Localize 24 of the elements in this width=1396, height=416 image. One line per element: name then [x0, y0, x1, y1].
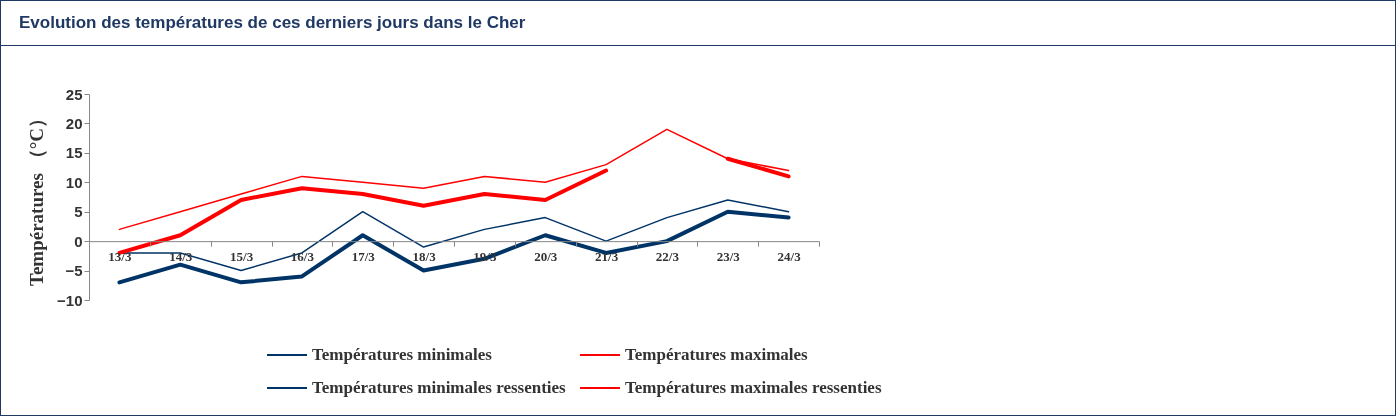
x-tick-label: 23/3 — [716, 248, 741, 264]
y-tick-label: −5 — [65, 262, 83, 280]
y-tick-label: 5 — [74, 203, 83, 221]
legend-label: Températures minimales — [312, 345, 493, 364]
y-tick-label: 0 — [74, 232, 83, 250]
y-tick-label: 20 — [65, 114, 83, 132]
y-axis-title: Températures （°C） — [26, 108, 48, 287]
x-tick-label: 19/3 — [473, 248, 497, 264]
y-tick-label: −10 — [57, 291, 83, 309]
legend-label: Températures minimales ressenties — [312, 378, 567, 397]
x-tick-label: 21/3 — [595, 248, 619, 264]
x-tick-label: 16/3 — [290, 248, 315, 264]
y-tick-label: 15 — [65, 144, 83, 162]
y-tick-label: 10 — [65, 173, 83, 191]
x-tick-label: 18/3 — [412, 248, 437, 264]
x-tick-label: 20/3 — [534, 248, 558, 264]
legend-label: Températures maximales — [625, 345, 809, 364]
chart-title: Evolution des températures de ces derniers jours dans le Cher — [1, 1, 1395, 46]
x-tick-label: 24/3 — [777, 248, 802, 264]
y-tick-label: 25 — [65, 85, 83, 103]
x-tick-label: 17/3 — [351, 248, 376, 264]
x-tick-label: 15/3 — [230, 248, 254, 264]
legend-label: Températures maximales ressenties — [625, 378, 882, 397]
x-tick-label: 22/3 — [655, 248, 680, 264]
